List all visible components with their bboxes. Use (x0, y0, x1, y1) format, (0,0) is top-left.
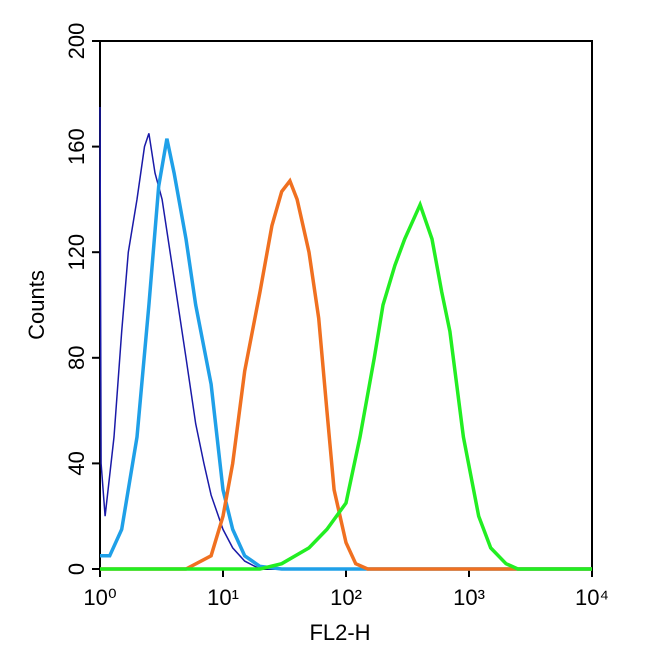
x-tick-label: 10³ (453, 585, 485, 610)
histogram-line (99, 106, 592, 570)
y-tick-label: 200 (64, 23, 89, 60)
y-axis-label: Counts (24, 270, 49, 340)
histogram-line (100, 138, 592, 571)
x-tick-label: 10⁴ (575, 585, 609, 610)
y-tick-label: 0 (64, 563, 89, 575)
histogram-line (100, 199, 592, 571)
x-axis-label: FL2-H (309, 620, 370, 645)
x-tick-label: 10⁰ (83, 585, 116, 610)
plot-frame (99, 40, 593, 570)
x-tick-label: 10¹ (207, 585, 239, 610)
y-tick-label: 80 (64, 346, 89, 370)
y-tick-label: 160 (64, 128, 89, 165)
x-tick-label: 10² (330, 585, 362, 610)
y-tick-label: 40 (64, 451, 89, 475)
histogram-line (100, 177, 592, 571)
y-tick-label: 120 (64, 234, 89, 271)
